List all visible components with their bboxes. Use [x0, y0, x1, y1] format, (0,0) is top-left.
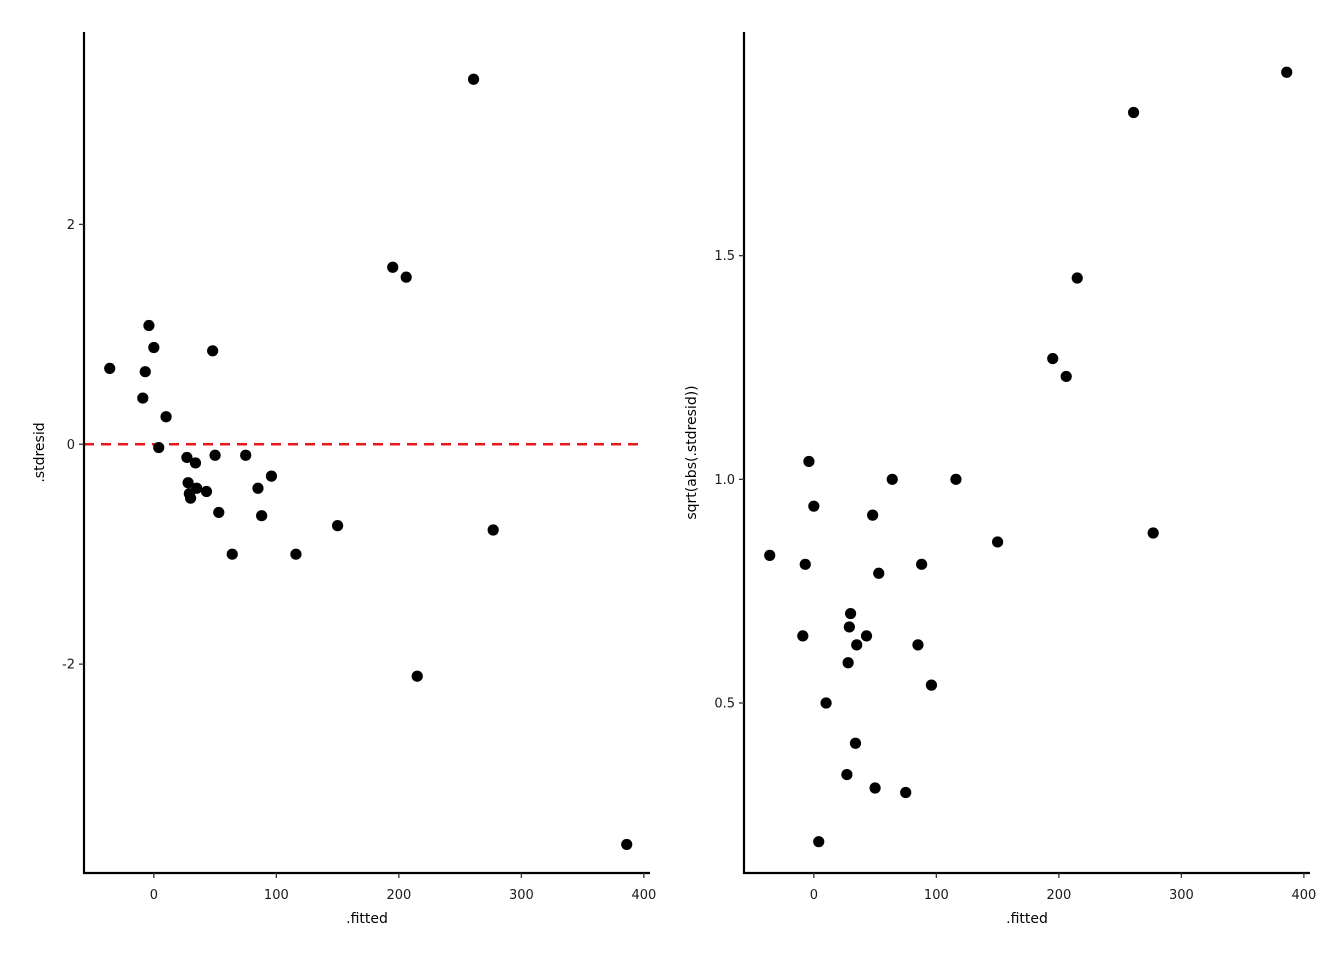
data-point: [841, 768, 853, 781]
data-point: [182, 477, 194, 489]
data-point: [764, 549, 776, 561]
data-point: [290, 548, 302, 560]
data-point: [900, 786, 912, 799]
x-tick-label: 200: [1046, 888, 1071, 903]
data-point: [1147, 527, 1159, 539]
y-tick-label: 2: [67, 218, 75, 233]
data-point: [925, 679, 938, 691]
x-tick-label: 0: [150, 888, 158, 903]
x-tick-label: 400: [631, 888, 656, 903]
x-tick-label: 300: [509, 888, 534, 903]
data-point: [621, 838, 633, 851]
data-point: [252, 482, 264, 494]
y-axis-title: sqrt(abs(.stdresid)): [684, 385, 700, 519]
data-point: [808, 500, 820, 512]
data-point: [991, 536, 1004, 548]
data-point: [160, 411, 172, 423]
y-tick-label: 1.0: [714, 473, 735, 488]
data-point: [143, 319, 155, 332]
y-axis-title: .stdresid: [32, 422, 48, 482]
y-tick-label: 1.5: [714, 249, 735, 264]
data-point: [265, 470, 278, 482]
data-point: [467, 73, 480, 85]
data-point: [869, 782, 881, 794]
x-axis-title: .fitted: [346, 911, 388, 927]
data-point: [153, 441, 165, 454]
data-point: [104, 362, 116, 374]
y-tick-label: -2: [62, 658, 75, 673]
data-point: [240, 449, 252, 461]
data-point: [1060, 370, 1072, 383]
x-tick-label: 400: [1291, 888, 1316, 903]
data-point: [139, 366, 151, 378]
x-tick-label: 300: [1169, 888, 1194, 903]
y-tick-label: 0: [67, 438, 75, 453]
x-tick-label: 100: [264, 888, 289, 903]
data-point: [820, 697, 832, 709]
data-point: [209, 449, 221, 461]
data-point: [1127, 106, 1140, 119]
y-tick-label: 0.5: [714, 697, 735, 712]
data-point: [886, 473, 898, 485]
data-point: [256, 510, 268, 522]
data-point: [226, 548, 238, 560]
data-point: [1047, 352, 1059, 365]
data-point: [799, 558, 811, 570]
data-point: [797, 630, 809, 642]
x-tick-label: 200: [386, 888, 411, 903]
right-scale-location-panel: 0 100 200 300 400 0.5 1.0 1.5 .fitted sqrt(abs(.s…: [684, 32, 1316, 927]
data-point: [867, 509, 879, 521]
data-point: [137, 392, 149, 404]
data-point: [189, 457, 202, 469]
data-point: [860, 630, 873, 642]
data-point: [181, 451, 193, 464]
data-point: [487, 524, 499, 536]
data-point: [950, 473, 962, 485]
x-tick-label: 0: [810, 888, 818, 903]
data-point: [148, 341, 160, 354]
x-axis-title: .fitted: [1006, 911, 1048, 927]
data-point: [213, 506, 225, 519]
data-point: [331, 520, 344, 532]
data-point: [1071, 272, 1083, 284]
data-point: [842, 657, 854, 669]
data-point: [813, 836, 825, 848]
x-tick-label: 100: [924, 888, 949, 903]
data-point: [387, 261, 399, 273]
data-point: [207, 345, 219, 357]
data-point: [191, 482, 203, 494]
data-point: [411, 670, 423, 682]
left-residual-panel: 0 100 200 300 400 -2 0 2 .fitted .stdresid: [32, 32, 656, 927]
data-point: [873, 567, 885, 579]
data-point: [912, 639, 924, 651]
data-point: [916, 558, 928, 570]
data-point: [803, 455, 815, 468]
data-point: [184, 492, 197, 504]
data-point: [849, 737, 862, 749]
data-point: [844, 607, 857, 620]
data-point: [400, 271, 412, 283]
data-point: [200, 485, 213, 498]
data-point: [1281, 66, 1293, 78]
data-point: [843, 621, 855, 633]
data-point: [851, 639, 863, 651]
